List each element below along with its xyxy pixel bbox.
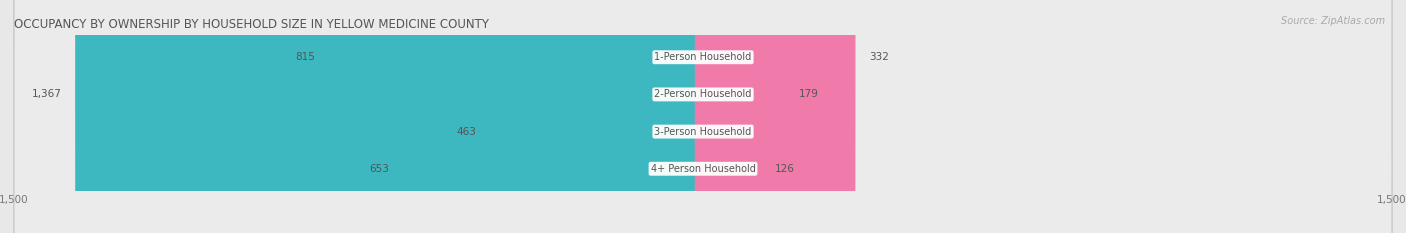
FancyBboxPatch shape — [329, 0, 711, 233]
FancyBboxPatch shape — [75, 0, 711, 233]
FancyBboxPatch shape — [14, 0, 1392, 233]
FancyBboxPatch shape — [695, 0, 785, 233]
FancyBboxPatch shape — [14, 0, 1392, 233]
Text: 815: 815 — [295, 52, 315, 62]
Text: 43: 43 — [737, 127, 749, 137]
FancyBboxPatch shape — [695, 0, 855, 233]
FancyBboxPatch shape — [14, 0, 1392, 233]
Text: 332: 332 — [869, 52, 889, 62]
Text: 4+ Person Household: 4+ Person Household — [651, 164, 755, 174]
Text: 3-Person Household: 3-Person Household — [654, 127, 752, 137]
Text: OCCUPANCY BY OWNERSHIP BY HOUSEHOLD SIZE IN YELLOW MEDICINE COUNTY: OCCUPANCY BY OWNERSHIP BY HOUSEHOLD SIZE… — [14, 18, 489, 31]
FancyBboxPatch shape — [491, 0, 711, 233]
Text: 1,367: 1,367 — [31, 89, 62, 99]
FancyBboxPatch shape — [14, 0, 1392, 233]
FancyBboxPatch shape — [695, 0, 723, 233]
Text: 1-Person Household: 1-Person Household — [654, 52, 752, 62]
Text: 126: 126 — [775, 164, 794, 174]
Text: 463: 463 — [457, 127, 477, 137]
Text: 179: 179 — [799, 89, 818, 99]
Text: Source: ZipAtlas.com: Source: ZipAtlas.com — [1281, 16, 1385, 26]
FancyBboxPatch shape — [404, 0, 711, 233]
FancyBboxPatch shape — [695, 0, 761, 233]
Text: 653: 653 — [370, 164, 389, 174]
Text: 2-Person Household: 2-Person Household — [654, 89, 752, 99]
